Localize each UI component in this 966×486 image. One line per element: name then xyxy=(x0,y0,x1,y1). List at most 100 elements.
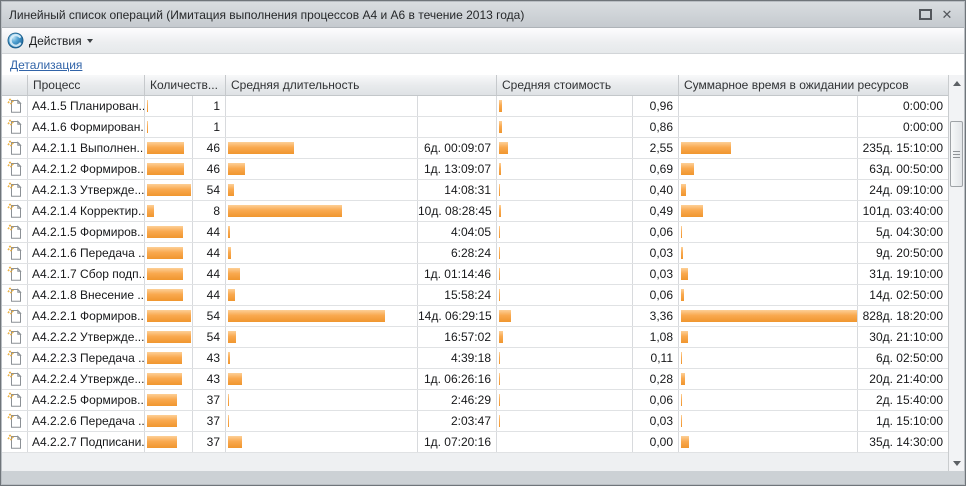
table-row[interactable]: А4.2.1.3 Утвержде... 54 14:08:31 0,40 24… xyxy=(2,180,948,201)
quantity-bar-cell xyxy=(145,117,193,137)
table-row[interactable]: А4.2.2.4 Утвержде... 43 1д. 06:26:16 0,2… xyxy=(2,369,948,390)
duration-value: 15:58:24 xyxy=(418,285,497,305)
wait-bar xyxy=(681,205,703,217)
wait-value: 14д. 02:50:00 xyxy=(869,288,943,302)
vertical-scrollbar[interactable] xyxy=(948,75,964,471)
table-row[interactable]: А4.2.1.7 Сбор подп... 44 1д. 01:14:46 0,… xyxy=(2,264,948,285)
duration-bar-cell xyxy=(226,243,418,263)
wait-value: 20д. 21:40:00 xyxy=(869,372,943,386)
cost-bar xyxy=(499,205,501,217)
quantity-value: 37 xyxy=(193,390,226,410)
table-row[interactable]: А4.2.2.6 Передача ... 37 2:03:47 0,03 1д… xyxy=(2,411,948,432)
wait-bar xyxy=(681,352,682,364)
quantity-value: 43 xyxy=(193,348,226,368)
table-row[interactable]: А4.2.2.2 Утвержде... 54 16:57:02 1,08 30… xyxy=(2,327,948,348)
cost-bar-cell xyxy=(497,159,633,179)
duration-value: 1д. 07:20:16 xyxy=(418,432,497,452)
wait-value: 0:00:00 xyxy=(902,99,943,113)
cost-value: 0,06 xyxy=(633,390,679,410)
wait-bar-cell xyxy=(679,348,858,368)
wait-value: 828д. 18:20:00 xyxy=(862,309,943,323)
scrollbar-track[interactable] xyxy=(949,91,964,455)
wait-bar xyxy=(681,142,731,154)
table-row[interactable]: А4.2.2.1 Формиров... 54 14д. 06:29:15 3,… xyxy=(2,306,948,327)
maximize-icon xyxy=(918,9,932,20)
quantity-value: 54 xyxy=(193,306,226,326)
table-row[interactable]: А4.2.1.4 Корректир... 8 10д. 08:28:45 0,… xyxy=(2,201,948,222)
wait-bar-cell xyxy=(679,159,858,179)
wait-bar xyxy=(681,289,684,301)
wait-bar xyxy=(681,373,685,385)
quantity-bar-cell xyxy=(145,327,193,347)
cost-bar xyxy=(499,247,500,259)
duration-bar xyxy=(228,436,242,448)
cost-bar-cell xyxy=(497,201,633,221)
wait-value: 30д. 21:10:00 xyxy=(869,330,943,344)
header-quantity[interactable]: Количеств... xyxy=(145,75,226,95)
quantity-bar xyxy=(147,247,183,259)
detail-link[interactable]: Детализация xyxy=(10,58,83,72)
header-avg-duration[interactable]: Средняя длительность xyxy=(226,75,497,95)
table-row[interactable]: А4.2.1.5 Формиров... 44 4:04:05 0,06 5д.… xyxy=(2,222,948,243)
wait-value: 31д. 19:10:00 xyxy=(869,267,943,281)
process-name: А4.1.6 Формирован... xyxy=(28,117,145,137)
process-name: А4.2.1.1 Выполнен... xyxy=(28,138,145,158)
wait-value: 63д. 00:50:00 xyxy=(869,162,943,176)
table-row[interactable]: А4.2.2.5 Формиров... 37 2:46:29 0,06 2д.… xyxy=(2,390,948,411)
operation-document-icon xyxy=(6,224,22,239)
quantity-bar xyxy=(147,121,148,133)
maximize-button[interactable] xyxy=(914,6,936,24)
cost-value: 0,69 xyxy=(633,159,679,179)
quantity-bar-cell xyxy=(145,138,193,158)
cost-value: 0,40 xyxy=(633,180,679,200)
wait-bar-cell xyxy=(679,411,858,431)
close-button[interactable]: ✕ xyxy=(936,6,958,24)
scrollbar-thumb[interactable] xyxy=(950,121,963,187)
duration-bar xyxy=(228,310,385,322)
header-process[interactable]: Процесс xyxy=(28,75,145,95)
quantity-bar xyxy=(147,142,184,154)
wait-bar-cell xyxy=(679,96,858,116)
table-row[interactable]: А4.1.5 Планирован... 1 0,96 0:00:00 xyxy=(2,96,948,117)
cost-bar xyxy=(499,289,500,301)
duration-bar xyxy=(228,226,230,238)
duration-bar-cell xyxy=(226,117,418,137)
actions-button[interactable]: Действия xyxy=(2,30,100,51)
table-row[interactable]: А4.2.2.7 Подписани... 37 1д. 07:20:16 0,… xyxy=(2,432,948,453)
cost-bar-cell xyxy=(497,222,633,242)
duration-value: 1д. 01:14:46 xyxy=(418,264,497,284)
cost-bar-cell xyxy=(497,327,633,347)
table-row[interactable]: А4.2.1.2 Формиров... 46 1д. 13:09:07 0,6… xyxy=(2,159,948,180)
duration-value: 14д. 06:29:15 xyxy=(418,306,497,326)
process-name: А4.2.2.2 Утвержде... xyxy=(28,327,145,347)
header-avg-cost[interactable]: Средняя стоимость xyxy=(497,75,679,95)
row-icon-cell xyxy=(2,411,28,431)
cost-value: 0,03 xyxy=(633,411,679,431)
operation-document-icon xyxy=(6,140,22,155)
duration-bar xyxy=(228,394,229,406)
wait-bar-cell xyxy=(679,264,858,284)
duration-value: 1д. 06:26:16 xyxy=(418,369,497,389)
operation-document-icon xyxy=(6,392,22,407)
table-row[interactable]: А4.2.1.6 Передача ... 44 6:28:24 0,03 9д… xyxy=(2,243,948,264)
quantity-bar xyxy=(147,352,182,364)
duration-bar xyxy=(228,247,231,259)
scroll-down-button[interactable] xyxy=(949,455,964,471)
quantity-bar xyxy=(147,163,184,175)
up-arrow-icon xyxy=(952,80,961,86)
row-icon-cell xyxy=(2,201,28,221)
header-total-wait[interactable]: Суммарное время в ожидании ресурсов xyxy=(684,78,909,92)
table-row[interactable]: А4.2.1.1 Выполнен... 46 6д. 00:09:07 2,5… xyxy=(2,138,948,159)
cost-bar-cell xyxy=(497,390,633,410)
scroll-up-button[interactable] xyxy=(949,75,964,91)
quantity-value: 44 xyxy=(193,243,226,263)
table-row[interactable]: А4.2.2.3 Передача ... 43 4:39:18 0,11 6д… xyxy=(2,348,948,369)
table-row[interactable]: А4.2.1.8 Внесение ... 44 15:58:24 0,06 1… xyxy=(2,285,948,306)
duration-bar-cell xyxy=(226,327,418,347)
table-row[interactable]: А4.1.6 Формирован... 1 0,86 0:00:00 xyxy=(2,117,948,138)
duration-value xyxy=(418,96,497,116)
wait-bar-cell xyxy=(679,243,858,263)
quantity-value: 1 xyxy=(193,117,226,137)
quantity-bar-cell xyxy=(145,201,193,221)
